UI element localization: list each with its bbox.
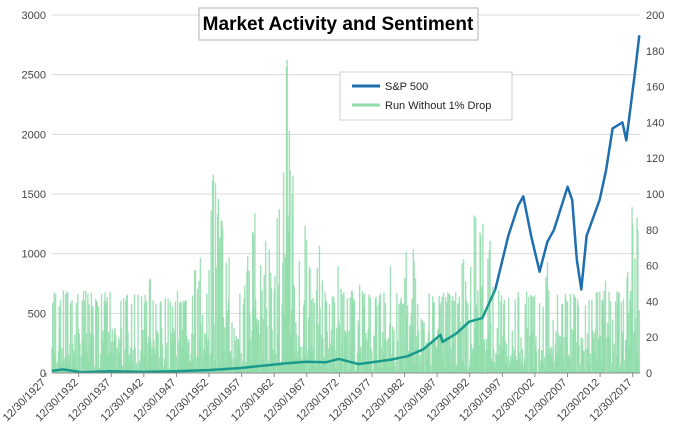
gridlines — [52, 14, 640, 314]
y-right-tick-label: 40 — [646, 296, 658, 308]
y-right-tick-label: 60 — [646, 261, 658, 273]
y-left-tick-label: 1500 — [22, 189, 46, 201]
sp500-line-early — [51, 288, 497, 374]
legend-label-sp500: S&P 500 — [385, 81, 428, 93]
y-right-tick-label: 20 — [646, 332, 658, 344]
y-right-tick-label: 120 — [646, 153, 664, 165]
y-right-tick-label: 200 — [646, 10, 664, 22]
chart-title: Market Activity and Sentiment — [203, 14, 474, 35]
y-right-tick-label: 100 — [646, 189, 664, 201]
y-left-tick-label: 0 — [40, 368, 46, 380]
run-without-drop-series — [51, 59, 640, 373]
y-left-axis: 0 500 1000 1500 2000 2500 3000 — [22, 10, 46, 380]
y-right-axis: 0 20 40 60 80 100 120 140 160 180 200 — [646, 10, 664, 380]
chart-title-box: Market Activity and Sentiment — [198, 7, 479, 41]
y-left-tick-label: 3000 — [22, 10, 46, 22]
y-right-tick-label: 180 — [646, 46, 664, 58]
y-right-tick-label: 0 — [646, 368, 652, 380]
y-left-tick-label: 2000 — [22, 129, 46, 141]
y-right-tick-label: 80 — [646, 225, 658, 237]
y-right-tick-label: 140 — [646, 117, 664, 129]
y-left-tick-label: 2500 — [22, 70, 46, 82]
sp500-line — [494, 35, 641, 291]
y-right-tick-label: 160 — [646, 82, 664, 94]
legend-label-run-without-drop: Run Without 1% Drop — [385, 100, 491, 112]
y-left-tick-label: 500 — [28, 308, 46, 320]
legend: S&P 500 Run Without 1% Drop — [339, 71, 513, 121]
x-axis: 12/30/192712/30/193212/30/193712/30/1942… — [1, 373, 635, 424]
y-left-tick-label: 1000 — [22, 249, 46, 261]
